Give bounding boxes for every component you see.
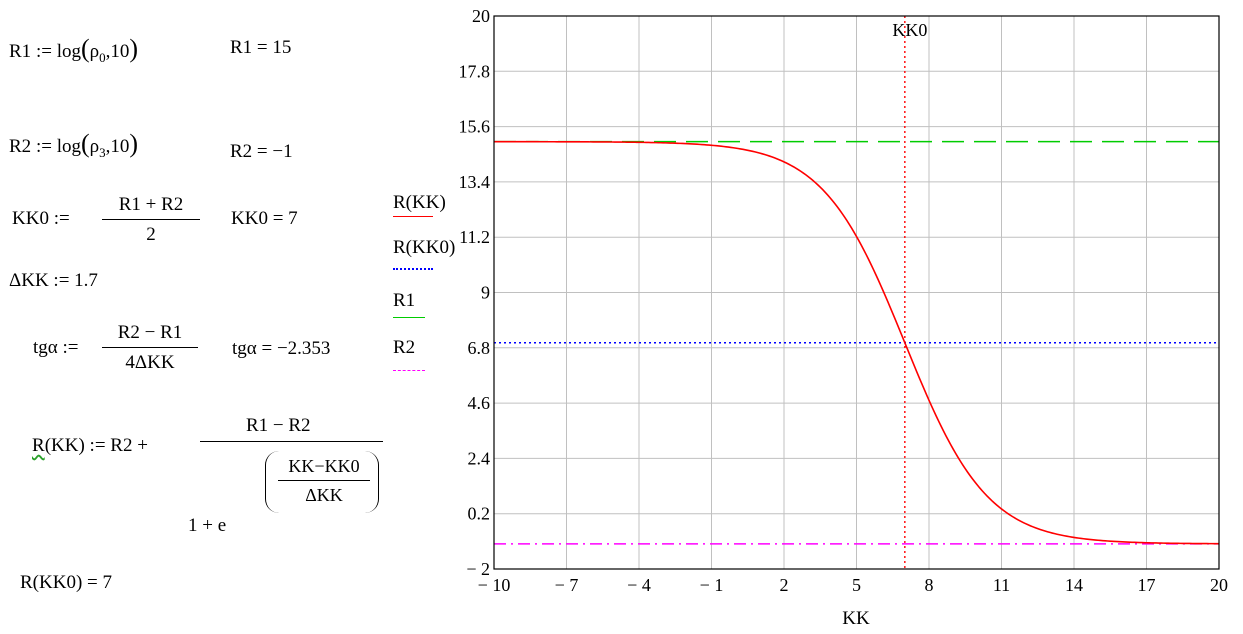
kk0-marker-label: KK0 bbox=[892, 20, 927, 40]
x-tick-label: 2 bbox=[780, 575, 789, 595]
y-tick-label: 11.2 bbox=[459, 227, 490, 247]
y-tick-label: 2.4 bbox=[468, 448, 491, 468]
dkk-definition[interactable]: ΔKK := 1.7 bbox=[9, 270, 98, 291]
y-tick-label: 17.8 bbox=[459, 61, 491, 81]
r-function-numerator: R1 − R2 bbox=[246, 415, 311, 436]
r-function-denominator-base: 1 + e bbox=[188, 515, 227, 536]
plot-grid bbox=[494, 16, 1219, 569]
y-tick-label: 9 bbox=[481, 283, 490, 303]
x-tick-label: 20 bbox=[1210, 575, 1228, 595]
kk0-fraction: R1 + R2 2 bbox=[102, 194, 200, 246]
y-tick-label: 15.6 bbox=[459, 117, 491, 137]
plot-frame bbox=[493, 15, 1220, 570]
legend-line-r-kk bbox=[393, 216, 433, 217]
series-line-r-kk bbox=[494, 140, 1220, 545]
kk0-definition-lhs[interactable]: KK0 := bbox=[12, 208, 70, 229]
legend-label-r2: R2 bbox=[393, 337, 416, 358]
legend-line-r1 bbox=[393, 317, 425, 318]
x-tick-label: 17 bbox=[1138, 575, 1156, 595]
legend-label-r-kk: R(KK) bbox=[393, 192, 446, 213]
x-tick-label: − 7 bbox=[555, 575, 579, 595]
y-tick-label: 6.8 bbox=[468, 338, 491, 358]
exponent-fraction: KK−KK0 ΔKK bbox=[278, 456, 370, 506]
x-tick-label: − 1 bbox=[700, 575, 724, 595]
tg-definition-lhs[interactable]: tgα := bbox=[33, 337, 79, 358]
x-tick-label: − 4 bbox=[627, 575, 651, 595]
r-function-fraction-bar bbox=[200, 441, 383, 442]
x-tick-label: 8 bbox=[925, 575, 934, 595]
x-tick-label: 11 bbox=[993, 575, 1010, 595]
y-tick-label: 13.4 bbox=[459, 172, 491, 192]
y-tick-label: 4.6 bbox=[468, 393, 491, 413]
legend-line-r-kk0 bbox=[393, 268, 433, 270]
x-tick-label: − 10 bbox=[478, 575, 511, 595]
kk0-result[interactable]: KK0 = 7 bbox=[231, 208, 298, 229]
legend-label-r-kk0: R(KK0) bbox=[393, 237, 456, 258]
legend-label-r1: R1 bbox=[393, 290, 416, 311]
r2-definition[interactable]: R2 := log(ρ3,10) bbox=[9, 129, 139, 160]
x-tick-label: 5 bbox=[852, 575, 861, 595]
r-kk0-evaluation[interactable]: R(KK0) = 7 bbox=[20, 572, 112, 593]
r1-result[interactable]: R1 = 15 bbox=[230, 37, 292, 58]
y-tick-label: − 2 bbox=[466, 559, 490, 579]
exponent-right-paren bbox=[364, 451, 379, 513]
r2-result[interactable]: R2 = −1 bbox=[230, 141, 293, 162]
tg-fraction: R2 − R1 4ΔKK bbox=[102, 322, 198, 374]
tg-result[interactable]: tgα = −2.353 bbox=[232, 338, 331, 359]
legend-line-r2 bbox=[393, 370, 425, 371]
y-tick-label: 0.2 bbox=[468, 504, 491, 524]
exponent-left-paren bbox=[265, 451, 280, 513]
plot-tick-labels: − 10 − 7 − 4 − 1 2 5 8 11 14 17 20 − 2 0.2 2.4 4.6 6.8 9… bbox=[459, 6, 1229, 595]
y-tick-label: 20 bbox=[472, 6, 490, 26]
plot-series bbox=[494, 16, 1220, 569]
x-tick-label: 14 bbox=[1065, 575, 1083, 595]
x-axis-label: KK bbox=[842, 608, 870, 629]
r-function-lhs[interactable]: R(KK) := R2 + bbox=[32, 435, 148, 456]
r1-definition[interactable]: R1 := log(ρ0,10) bbox=[9, 34, 139, 65]
